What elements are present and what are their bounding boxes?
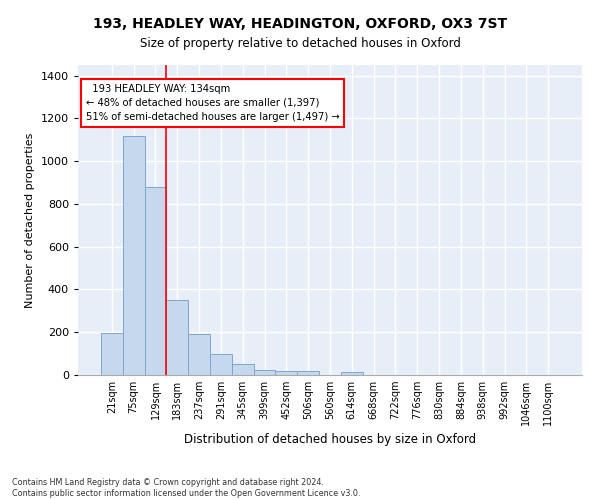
Text: 193 HEADLEY WAY: 134sqm
← 48% of detached houses are smaller (1,397)
51% of semi: 193 HEADLEY WAY: 134sqm ← 48% of detache… <box>86 84 340 122</box>
Bar <box>254 370 275 375</box>
Bar <box>210 354 232 375</box>
Text: Size of property relative to detached houses in Oxford: Size of property relative to detached ho… <box>140 38 460 51</box>
Bar <box>232 364 254 375</box>
Bar <box>166 300 188 375</box>
Y-axis label: Number of detached properties: Number of detached properties <box>25 132 35 308</box>
Bar <box>123 136 145 375</box>
Bar <box>341 372 363 375</box>
Text: 193, HEADLEY WAY, HEADINGTON, OXFORD, OX3 7ST: 193, HEADLEY WAY, HEADINGTON, OXFORD, OX… <box>93 18 507 32</box>
Text: Contains HM Land Registry data © Crown copyright and database right 2024.
Contai: Contains HM Land Registry data © Crown c… <box>12 478 361 498</box>
Bar <box>145 187 166 375</box>
X-axis label: Distribution of detached houses by size in Oxford: Distribution of detached houses by size … <box>184 434 476 446</box>
Bar <box>188 334 210 375</box>
Bar <box>275 370 297 375</box>
Bar <box>101 334 123 375</box>
Bar <box>297 372 319 375</box>
